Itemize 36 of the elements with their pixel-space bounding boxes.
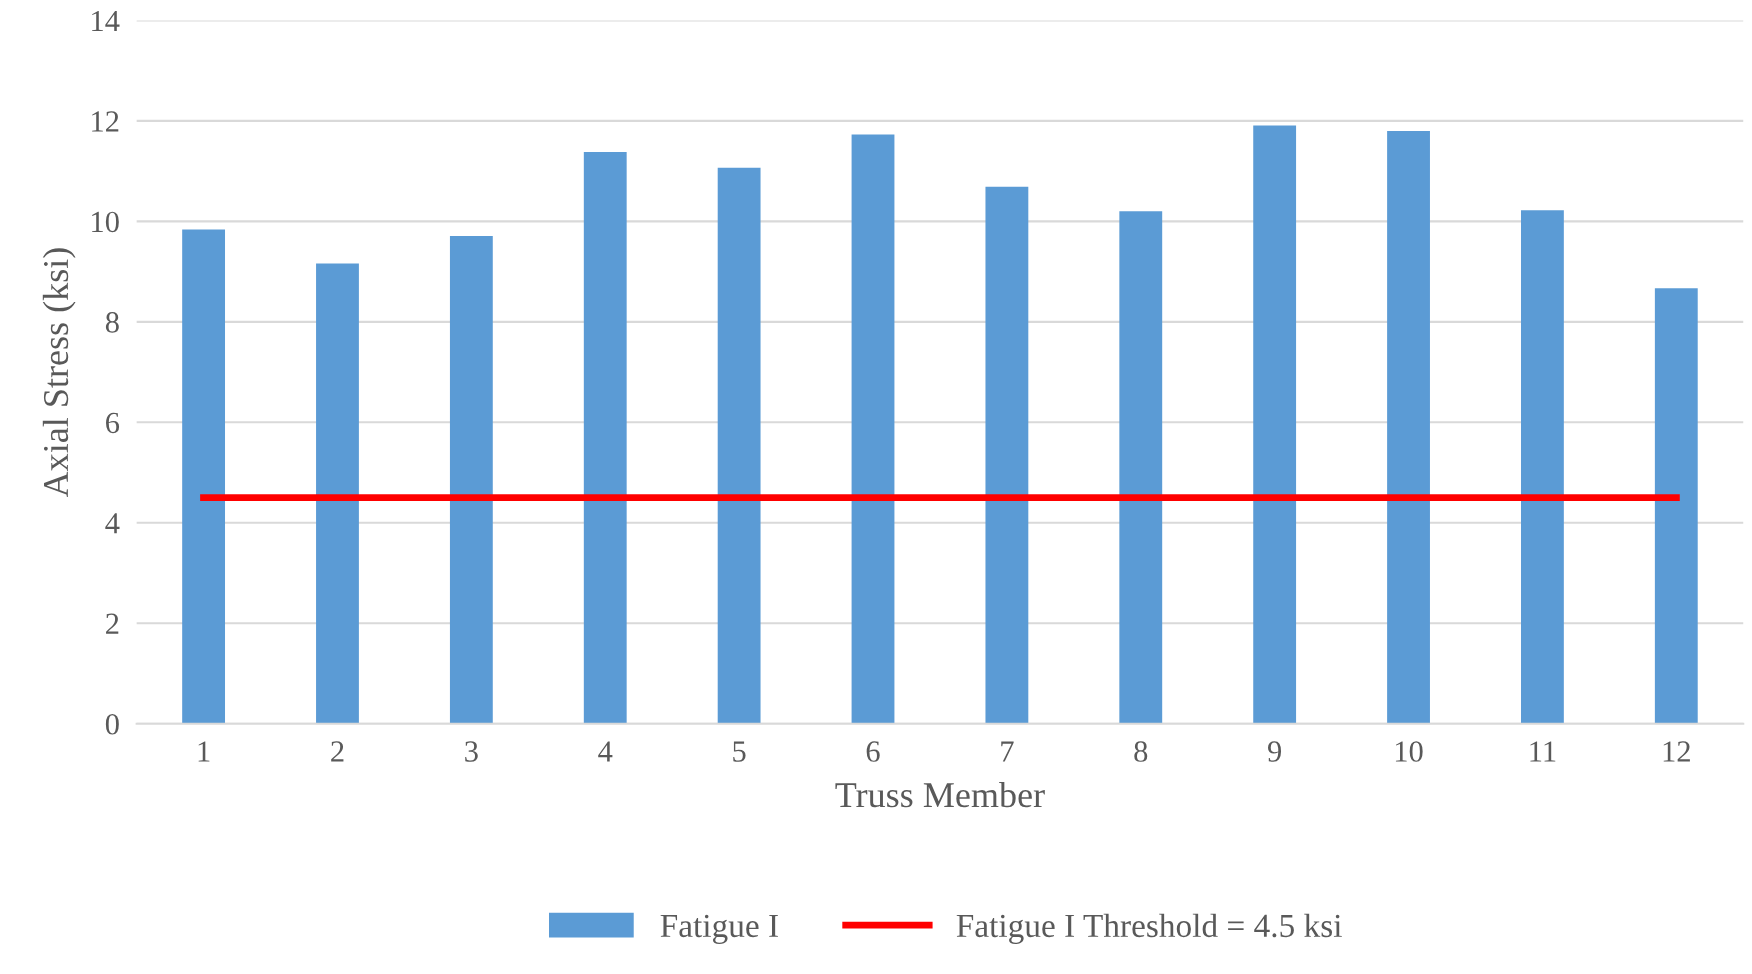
y-tick-label: 6 (106, 412, 120, 434)
x-tick-label: 2 (331, 741, 344, 762)
bar (1521, 210, 1564, 724)
bar (1253, 125, 1297, 724)
y-tick-label: 14 (92, 10, 120, 32)
legend-label: Fatigue I (660, 914, 778, 944)
x-tick-label: 6 (866, 741, 880, 762)
bar (1119, 211, 1163, 724)
y-tick-label: 10 (92, 211, 119, 233)
bar (717, 167, 761, 724)
x-tick-label: 3 (465, 741, 478, 762)
y-tick-label: 0 (105, 713, 119, 735)
legend-label: Fatigue I Threshold = 4.5 ksi (956, 913, 1342, 944)
bar (1654, 288, 1698, 724)
x-tick-label: 7 (1001, 741, 1014, 762)
x-axis-title: Truss Member (835, 781, 1045, 808)
bar (583, 152, 627, 724)
y-tick-label: 4 (105, 513, 120, 534)
x-tick-label: 8 (1134, 741, 1148, 762)
y-axis-title: Axial Stress (ksi) (42, 248, 76, 498)
x-tick-label: 4 (598, 741, 613, 762)
x-tick-label: 11 (1530, 741, 1556, 762)
bar (182, 229, 226, 724)
bar (449, 235, 493, 724)
x-tick-label: 5 (733, 741, 746, 762)
y-tick-label: 12 (92, 111, 119, 132)
bar (1387, 130, 1430, 724)
bar (851, 134, 895, 724)
x-tick-label: 1 (198, 741, 210, 762)
bar (316, 263, 359, 724)
y-tick-label: 8 (105, 312, 119, 333)
x-tick-label: 10 (1395, 741, 1423, 762)
x-tick-label: 9 (1268, 741, 1282, 762)
y-tick-label: 2 (106, 613, 119, 634)
x-tick-label: 12 (1663, 741, 1690, 762)
bar (985, 186, 1029, 724)
